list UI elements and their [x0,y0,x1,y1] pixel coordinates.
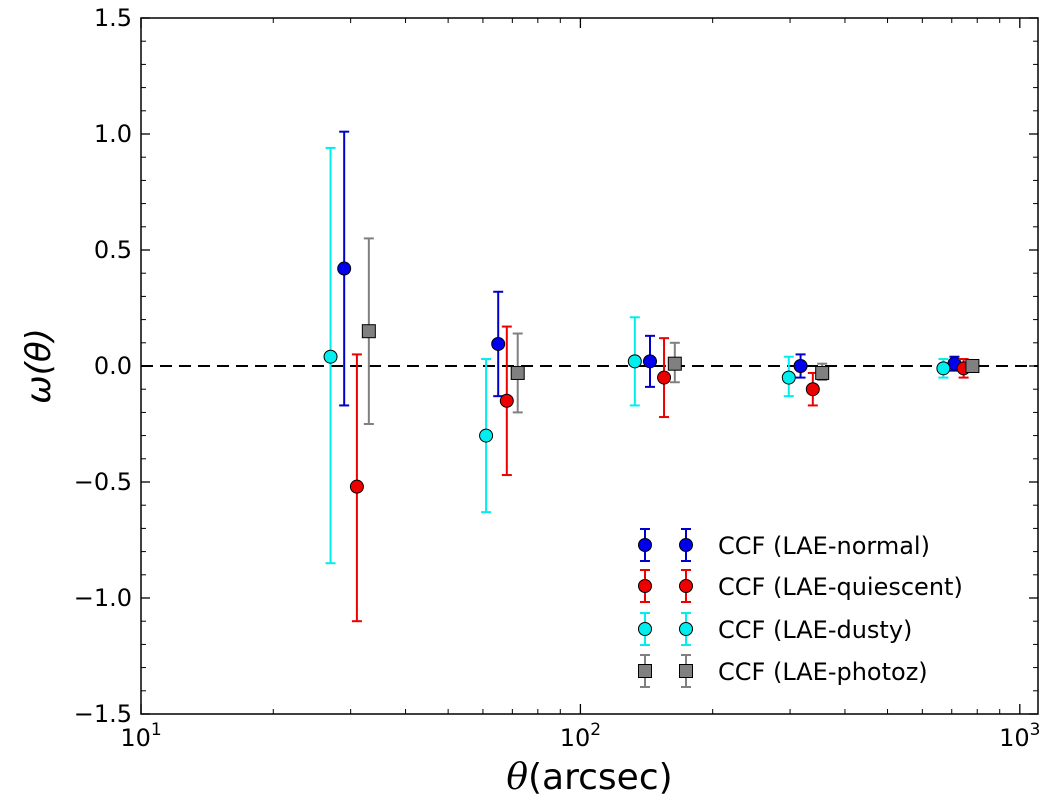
y-axis-title: ω(θ) [19,328,59,404]
data-point [499,393,514,408]
series-group [323,146,951,565]
x-tick-exponent: 1 [151,720,162,740]
x-tick-base: 10 [999,724,1030,752]
legend-entry: CCF (LAE-normal) [638,528,930,562]
data-point [491,336,506,351]
data-point [936,361,951,376]
legend-marker [638,538,652,552]
legend: CCF (LAE-normal) CCF (LAE-quiescent) CCF (… [638,528,963,688]
series-group [361,237,980,425]
x-tick-label: 102 [560,720,601,752]
x-tick-label: 103 [999,720,1040,752]
x-tick-exponent: 3 [1030,720,1041,740]
data-point [965,359,980,373]
data-point [667,356,682,371]
y-tick-label: 0.5 [94,236,132,264]
data-point [657,370,672,385]
legend-label: CCF (LAE-photoz) [718,658,928,686]
data-point [323,349,338,364]
data-point [781,370,796,385]
legend-marker [638,579,652,593]
x-tick-base: 10 [120,724,151,752]
legend-label: CCF (LAE-quiescent) [718,573,963,601]
legend-label: CCF (LAE-dusty) [718,616,912,644]
data-point [337,261,352,276]
x-tick-label: 101 [120,720,161,752]
y-tick-label: 0.0 [94,352,132,380]
legend-marker [679,538,693,552]
y-tick-label: −1.0 [74,584,132,612]
data-point [510,365,525,380]
y-tick-label: −1.5 [74,700,132,728]
legend-marker [638,622,652,636]
data-point [627,354,642,369]
legend-marker [679,579,693,593]
legend-entry: CCF (LAE-quiescent) [638,569,963,603]
legend-entry: CCF (LAE-dusty) [638,612,912,646]
legend-entry: CCF (LAE-photoz) [638,654,928,688]
series-layer [323,130,980,623]
data-point [815,365,830,380]
data-point [642,354,657,369]
plot-frame [140,17,1039,715]
legend-marker [679,622,693,636]
x-tick-exponent: 2 [590,720,601,740]
legend-marker [679,664,693,678]
data-point [805,382,820,397]
x-axis-title: θ(arcsec) [506,757,672,796]
y-tick-label: 1.5 [94,4,132,32]
x-tick-base: 10 [560,724,591,752]
x-axis-symbol: θ [506,757,528,796]
data-point [479,428,494,443]
series-group [349,325,971,623]
y-tick-label: −0.5 [74,468,132,496]
x-axis-unit: (arcsec) [528,757,673,796]
data-point [361,324,376,339]
data-point [793,359,808,373]
legend-label: CCF (LAE-normal) [718,532,930,560]
data-point [349,479,364,494]
y-tick-label: 1.0 [94,120,132,148]
series-group [337,130,962,407]
legend-marker [638,664,652,678]
